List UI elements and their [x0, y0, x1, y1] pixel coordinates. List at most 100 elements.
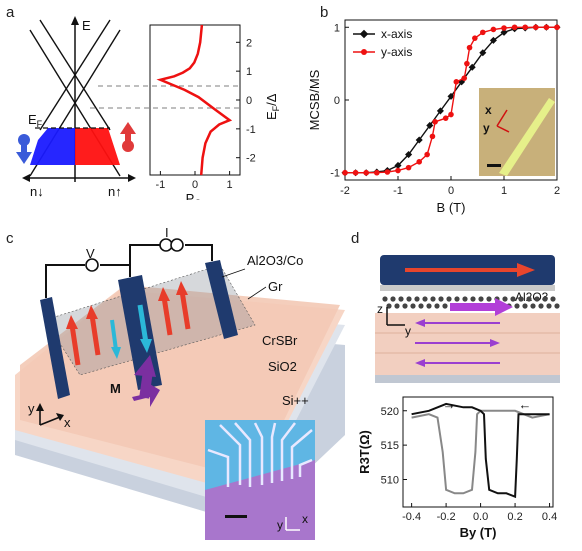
graphene-spin-arrow-icon: [450, 298, 513, 316]
y-axis-point: [352, 169, 359, 176]
inset-axes-icon: [285, 517, 300, 531]
y-axis-label: R3T(Ω): [357, 430, 372, 474]
y-axis-label: MCSB/MS: [307, 69, 322, 130]
y-axis-point: [490, 26, 497, 33]
x-tick-label: 0.0: [473, 511, 488, 523]
sweep-up-curve: [411, 402, 550, 499]
graphene-atom: [434, 303, 440, 309]
device-micrograph-inset: [205, 420, 315, 540]
inset-y-label: y: [483, 121, 490, 135]
y-tick-label: 520: [381, 406, 399, 418]
graphene-atom: [526, 296, 532, 302]
graphene-atoms: [382, 296, 560, 309]
x-tick-label: -0.2: [437, 511, 456, 523]
graphene-atom: [530, 303, 536, 309]
resistance-plot: -0.4 -0.2 0.0 0.2 0.4 520 515 510 By (T) R3T(Ω) → ←: [357, 396, 557, 540]
graphene-atom: [382, 296, 388, 302]
x-tick-label: -1: [155, 179, 165, 191]
y-tick-label: 0: [246, 95, 252, 107]
y-axis-point: [466, 44, 473, 51]
crsbr-spin-arrows: [415, 319, 500, 367]
axis-z-label: z: [377, 302, 383, 316]
y-axis-point: [522, 24, 528, 31]
graphene-label: Gr: [268, 279, 283, 294]
left-electrode: [40, 297, 70, 399]
y-axis-point: [363, 169, 369, 176]
graphene-atom: [518, 296, 524, 302]
y-axis-point: [501, 25, 507, 31]
polarization-curve: [156, 24, 233, 176]
y-tick-label: 515: [381, 440, 399, 452]
plot-frame: [402, 396, 554, 508]
y-axis-point: [472, 35, 478, 41]
band-diagram: E EF n↓ n↑: [16, 16, 136, 199]
y-axis-point: [543, 24, 550, 31]
graphene-atom: [406, 296, 412, 302]
graphene-atom: [438, 296, 444, 302]
legend-label: x-axis: [381, 27, 412, 41]
y-axis-point: [461, 75, 468, 81]
graphene-atom: [502, 296, 508, 302]
graphene-atom: [554, 303, 560, 309]
x-tick-label: -2: [340, 185, 350, 197]
y-tick-label: -1: [330, 168, 340, 180]
x-axis-point: [500, 28, 508, 36]
spin-arrows: [66, 281, 191, 366]
crsbr-label: CrSBr: [262, 333, 298, 348]
graphene-atom: [514, 303, 520, 309]
x-tick-label: 0.4: [542, 511, 557, 523]
polarization-plot: -1 0 1 2 1 0 -1 -2 PGr EF/Δ: [149, 24, 281, 200]
y-axis-point: [448, 111, 454, 118]
spin-down-filled-region: [30, 128, 75, 165]
panel-a: a E EF n↓ n↑ -1: [6, 4, 281, 200]
inset-x-label: x: [485, 103, 492, 117]
x-tick-label: 0.2: [507, 511, 522, 523]
sio2-label: SiO2: [268, 359, 297, 374]
plot-frame: [149, 24, 241, 176]
graphene-atom: [394, 303, 400, 309]
inset-y-arrow: [496, 125, 510, 133]
x-tick-label: 0: [192, 179, 198, 191]
circuit-wires: [45, 244, 213, 298]
right-electrode: [205, 260, 238, 339]
x-axis-point: [394, 161, 402, 169]
sweep-up-arrow-icon: →: [443, 397, 456, 412]
x-axis-point: [405, 151, 413, 159]
x-axis-label: PGr: [186, 191, 205, 200]
cone-line-4: [39, 19, 111, 131]
x-tick-label: 2: [554, 185, 560, 197]
x-axis-label: By (T): [460, 525, 497, 540]
graphene-atom: [454, 296, 460, 302]
sweep-down-curve: [411, 409, 550, 495]
voltmeter-icon: [85, 258, 99, 272]
graphene-atom: [486, 296, 492, 302]
y-axis-point: [453, 79, 460, 85]
al2o3-layer: [380, 285, 555, 291]
energy-axis-arrowhead: [71, 16, 79, 25]
graphene-atom: [546, 303, 552, 309]
graphene-atom: [422, 296, 428, 302]
al2o3-co-label: Al2O3/Co: [247, 253, 303, 268]
y-axis-point: [374, 169, 380, 176]
layer-schematic: Al2O3 z y: [375, 255, 560, 383]
graphene-pointer: [247, 286, 267, 300]
y-tick-label: 2: [246, 37, 252, 49]
graphene-atom: [430, 296, 436, 302]
dos-axis-left-arrowhead: [22, 174, 30, 182]
y-tick-label: 1: [334, 22, 340, 34]
y-axis-point: [342, 169, 348, 176]
y-axis-point: [432, 119, 438, 125]
y-tick-label: -2: [246, 153, 256, 165]
panel-d: d Al2O3 z y -0.4 -0.2 0.0 0.2 0.4 520 515 510 By…: [351, 230, 560, 540]
sweep-down-arrow-icon: ←: [519, 397, 532, 412]
spin-up-filled-region: [75, 128, 120, 165]
y-tick-label: 510: [381, 475, 399, 487]
graphene-atom: [418, 303, 424, 309]
y-axis-point: [480, 29, 486, 36]
inset-micrograph: [479, 88, 555, 176]
legend-marker: [361, 49, 367, 55]
y-tick-label: 1: [246, 66, 252, 78]
x-tick-label: -0.4: [402, 511, 421, 523]
